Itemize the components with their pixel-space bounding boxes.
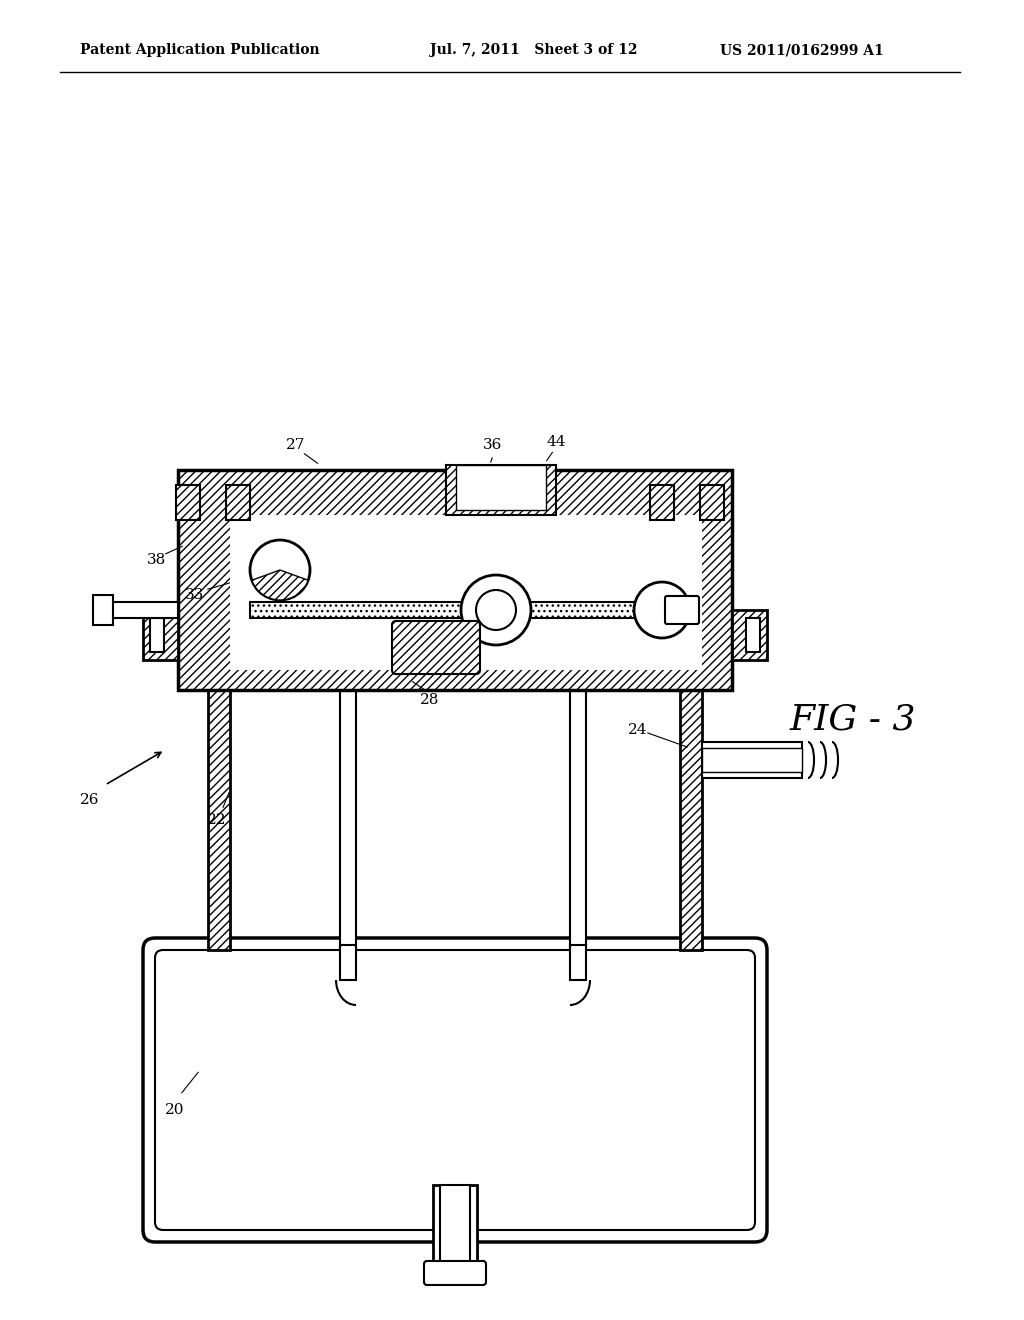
Circle shape: [476, 590, 516, 630]
Text: 27: 27: [287, 438, 306, 451]
Text: 33: 33: [185, 587, 205, 602]
FancyBboxPatch shape: [665, 597, 699, 624]
Bar: [680, 690, 702, 950]
Bar: [143, 610, 178, 660]
Bar: [340, 690, 356, 950]
Bar: [570, 945, 586, 979]
Bar: [446, 465, 556, 515]
Bar: [440, 1185, 470, 1280]
Bar: [433, 1185, 477, 1280]
Text: 42: 42: [338, 648, 357, 663]
Text: 28: 28: [420, 693, 439, 708]
Bar: [340, 945, 356, 979]
Circle shape: [461, 576, 531, 645]
Text: 18: 18: [440, 1263, 460, 1276]
Bar: [456, 465, 546, 510]
Bar: [700, 484, 724, 520]
Circle shape: [250, 540, 310, 601]
Wedge shape: [252, 570, 308, 601]
FancyBboxPatch shape: [155, 950, 755, 1230]
FancyBboxPatch shape: [424, 1261, 486, 1284]
Text: 34: 34: [665, 523, 684, 537]
Bar: [178, 470, 732, 690]
Bar: [93, 595, 113, 624]
Text: 44: 44: [546, 436, 565, 449]
Text: 20: 20: [165, 1104, 184, 1117]
Text: FIG - 3: FIG - 3: [790, 704, 916, 737]
Bar: [702, 748, 802, 772]
Text: Jul. 7, 2011   Sheet 3 of 12: Jul. 7, 2011 Sheet 3 of 12: [430, 44, 638, 57]
Bar: [250, 602, 682, 618]
Bar: [226, 484, 250, 520]
FancyBboxPatch shape: [143, 939, 767, 1242]
Circle shape: [634, 582, 690, 638]
Bar: [570, 690, 586, 950]
Bar: [746, 618, 760, 652]
Bar: [176, 484, 200, 520]
Text: 24: 24: [629, 723, 648, 737]
Bar: [108, 602, 178, 618]
Text: 40: 40: [655, 593, 675, 607]
Bar: [208, 690, 230, 950]
Bar: [702, 742, 802, 777]
Bar: [650, 484, 674, 520]
Text: Patent Application Publication: Patent Application Publication: [80, 44, 319, 57]
FancyBboxPatch shape: [392, 620, 480, 675]
Bar: [150, 618, 164, 652]
Text: 38: 38: [147, 553, 167, 568]
Bar: [230, 515, 702, 671]
Text: 26: 26: [80, 793, 99, 807]
Text: 22: 22: [207, 813, 226, 828]
Text: 36: 36: [483, 438, 503, 451]
Text: US 2011/0162999 A1: US 2011/0162999 A1: [720, 44, 884, 57]
Bar: [732, 610, 767, 660]
